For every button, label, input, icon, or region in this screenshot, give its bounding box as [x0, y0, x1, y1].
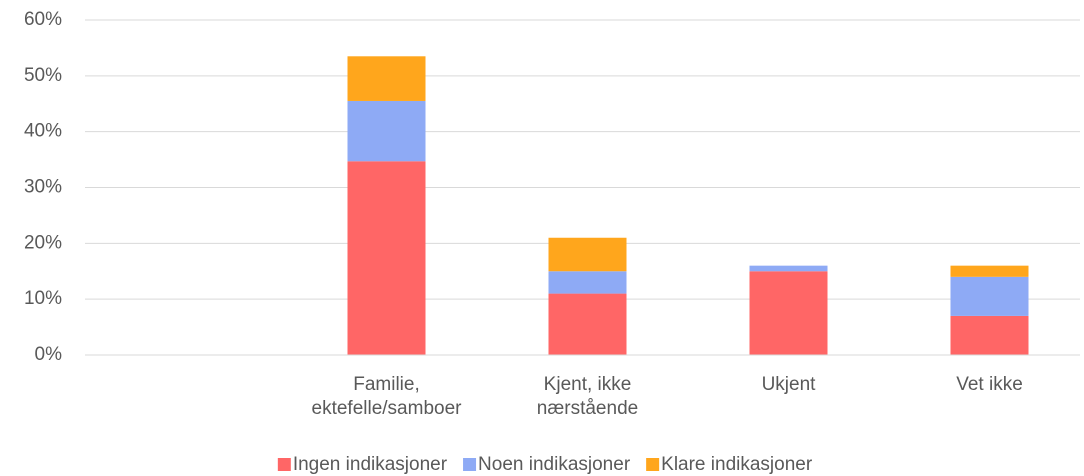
y-tick-label: 50%	[24, 65, 62, 86]
bar-segment	[347, 161, 426, 355]
bar-segment	[950, 265, 1029, 277]
legend-swatch	[646, 458, 660, 471]
bar-segment	[749, 265, 828, 272]
y-tick-label: 40%	[24, 121, 62, 142]
bar-segment	[347, 100, 426, 162]
bar-segment	[950, 276, 1029, 316]
bar-segment	[950, 315, 1029, 355]
y-tick-label: 60%	[24, 9, 62, 30]
y-tick-label: 0%	[35, 344, 63, 365]
bar-segment	[548, 237, 627, 272]
y-tick-label: 30%	[24, 177, 62, 198]
bar-segment	[548, 271, 627, 294]
bar-segment	[749, 271, 828, 355]
legend-label: Klare indikasjoner	[661, 454, 813, 475]
legend-swatch	[277, 458, 291, 471]
bar-segment	[548, 293, 627, 355]
x-tick-label: Vet ikke	[956, 374, 1023, 395]
legend-swatch	[463, 458, 477, 471]
legend-label: Noen indikasjoner	[478, 454, 631, 475]
x-tick-label: Ukjent	[762, 374, 817, 395]
legend-label: Ingen indikasjoner	[293, 454, 448, 475]
x-tick-label: Kjent, ikke nærstående	[537, 374, 638, 419]
x-tick-label: Familie, ektefelle/samboer	[312, 374, 463, 419]
y-tick-label: 10%	[24, 288, 62, 309]
bar-segment	[347, 56, 426, 101]
legend: Ingen indikasjoner Noen indikasjoner Klare…	[277, 454, 813, 475]
y-tick-label: 20%	[24, 232, 62, 253]
